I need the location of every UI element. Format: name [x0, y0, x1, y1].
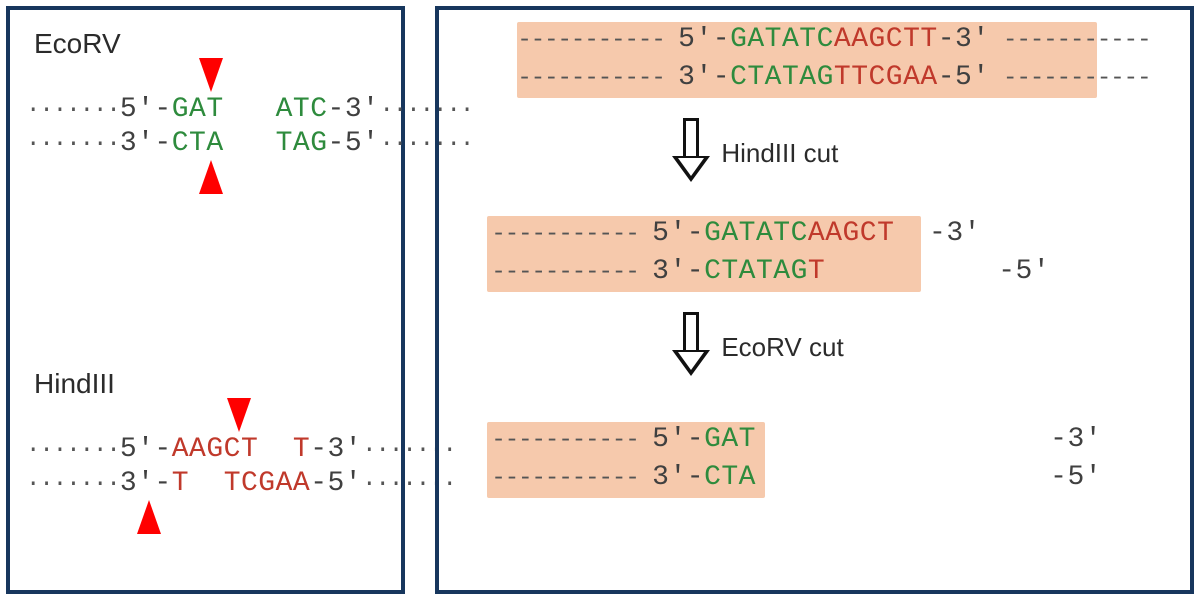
seq2-5prime: ----------- 5'-GATATCAAGCT -3': [491, 218, 981, 249]
hindiii-seq-5prime: ·······5'-AAGCT T-3'·······: [26, 434, 456, 465]
hindiii-cut-top-arrow: [227, 398, 251, 432]
left-panel: EcoRV ·······5'-GAT ATC-3'······· ······…: [6, 6, 405, 594]
seq1-3prime: ----------- 3'-CTATAGTTCGAA-5' ---------…: [517, 62, 1150, 93]
right-panel: ----------- 5'-GATATCAAGCTT-3' ---------…: [435, 6, 1194, 594]
ecorv-seq-5prime: ·······5'-GAT ATC-3'·······: [26, 94, 473, 125]
ecorv-seq-3prime: ·······3'-CTA TAG-5'·······: [26, 128, 473, 159]
step1-label: HindIII cut: [721, 138, 838, 169]
seq3-3prime: ----------- 3'-CTA -5': [491, 462, 1102, 493]
seq1-5prime: ----------- 5'-GATATCAAGCTT-3' ---------…: [517, 24, 1150, 55]
seq2-3prime: ----------- 3'-CTATAGT -5': [491, 256, 1050, 287]
hindiii-title: HindIII: [34, 368, 115, 400]
seq3-5prime: ----------- 5'-GAT -3': [491, 424, 1102, 455]
ecorv-cut-bottom-arrow: [199, 160, 223, 194]
step2-arrow: [674, 312, 708, 376]
ecorv-cut-top-arrow: [199, 58, 223, 92]
hindiii-seq-3prime: ·······3'-T TCGAA-5'·······: [26, 468, 456, 499]
hindiii-cut-bottom-arrow: [137, 500, 161, 534]
ecorv-title: EcoRV: [34, 28, 121, 60]
step2-label: EcoRV cut: [721, 332, 843, 363]
step1-arrow: [674, 118, 708, 182]
